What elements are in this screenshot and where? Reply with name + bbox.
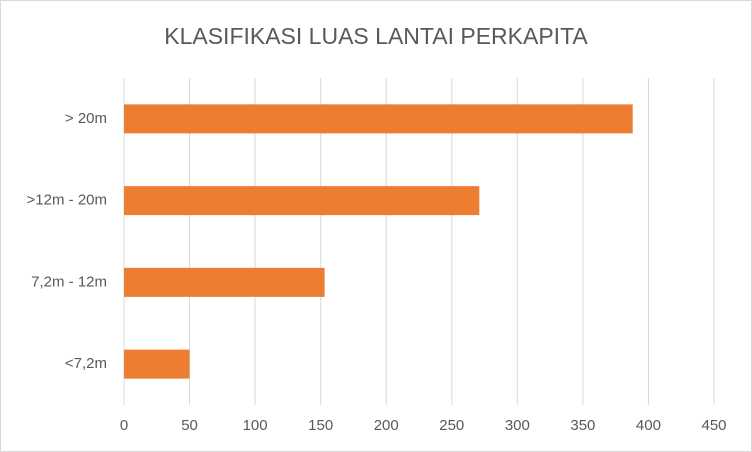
- bar: [124, 186, 480, 216]
- bar: [124, 104, 633, 134]
- y-tick-label: <7,2m: [65, 355, 107, 372]
- x-tick-label: 0: [120, 417, 128, 434]
- chart-title: KLASIFIKASI LUAS LANTAI PERKAPITA: [164, 23, 588, 49]
- x-tick-label: 450: [701, 417, 726, 434]
- y-tick-label: >12m - 20m: [27, 192, 107, 209]
- x-tick-label: 250: [439, 417, 464, 434]
- x-tick-label: 150: [308, 417, 333, 434]
- x-tick-label: 300: [505, 417, 530, 434]
- x-tick-label: 400: [636, 417, 661, 434]
- bar: [124, 267, 325, 297]
- y-tick-label: > 20m: [65, 110, 107, 127]
- bar: [124, 349, 190, 379]
- y-tick-label: 7,2m - 12m: [31, 273, 107, 290]
- x-tick-label: 50: [181, 417, 198, 434]
- x-tick-label: 350: [570, 417, 595, 434]
- x-tick-label: 100: [243, 417, 268, 434]
- x-tick-label: 200: [374, 417, 399, 434]
